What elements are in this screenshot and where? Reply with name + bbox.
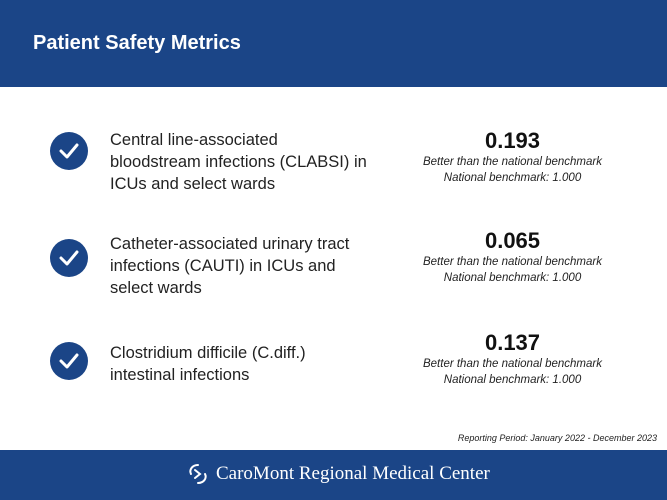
metric-result: 0.193 Better than the national benchmark… — [400, 128, 625, 186]
metric-description: Catheter-associated urinary tract infect… — [110, 235, 350, 297]
metric-description: Central line-associated bloodstream infe… — [110, 131, 367, 193]
metric-benchmark: National benchmark: 1.000 — [443, 272, 582, 284]
metric-value: 0.065 — [484, 228, 541, 253]
header-banner: Patient Safety Metrics — [0, 0, 667, 87]
metric-status: Better than the national benchmark — [422, 256, 602, 268]
check-circle-icon — [50, 342, 88, 380]
metric-benchmark: National benchmark: 1.000 — [443, 172, 582, 184]
metric-value: 0.137 — [484, 330, 541, 355]
caromont-logo: CaroMont Regional Medical Center — [186, 462, 490, 486]
check-circle-icon — [50, 239, 88, 277]
check-circle-icon — [50, 132, 88, 170]
metric-value: 0.193 — [484, 128, 541, 153]
reporting-period: Reporting Period: January 2022 - Decembe… — [457, 433, 657, 443]
metric-result: 0.065 Better than the national benchmark… — [400, 228, 625, 286]
logo-text: CaroMont Regional Medical Center — [216, 463, 490, 484]
metric-status: Better than the national benchmark — [422, 156, 602, 168]
footer-banner: CaroMont Regional Medical Center — [0, 450, 667, 500]
metric-benchmark: National benchmark: 1.000 — [443, 374, 582, 386]
caromont-logo-icon — [189, 464, 207, 484]
page-title: Patient Safety Metrics — [33, 32, 241, 54]
metric-status: Better than the national benchmark — [422, 358, 602, 370]
metric-description: Clostridium difficile (C.diff.) intestin… — [110, 344, 306, 384]
metric-result: 0.137 Better than the national benchmark… — [400, 330, 625, 388]
